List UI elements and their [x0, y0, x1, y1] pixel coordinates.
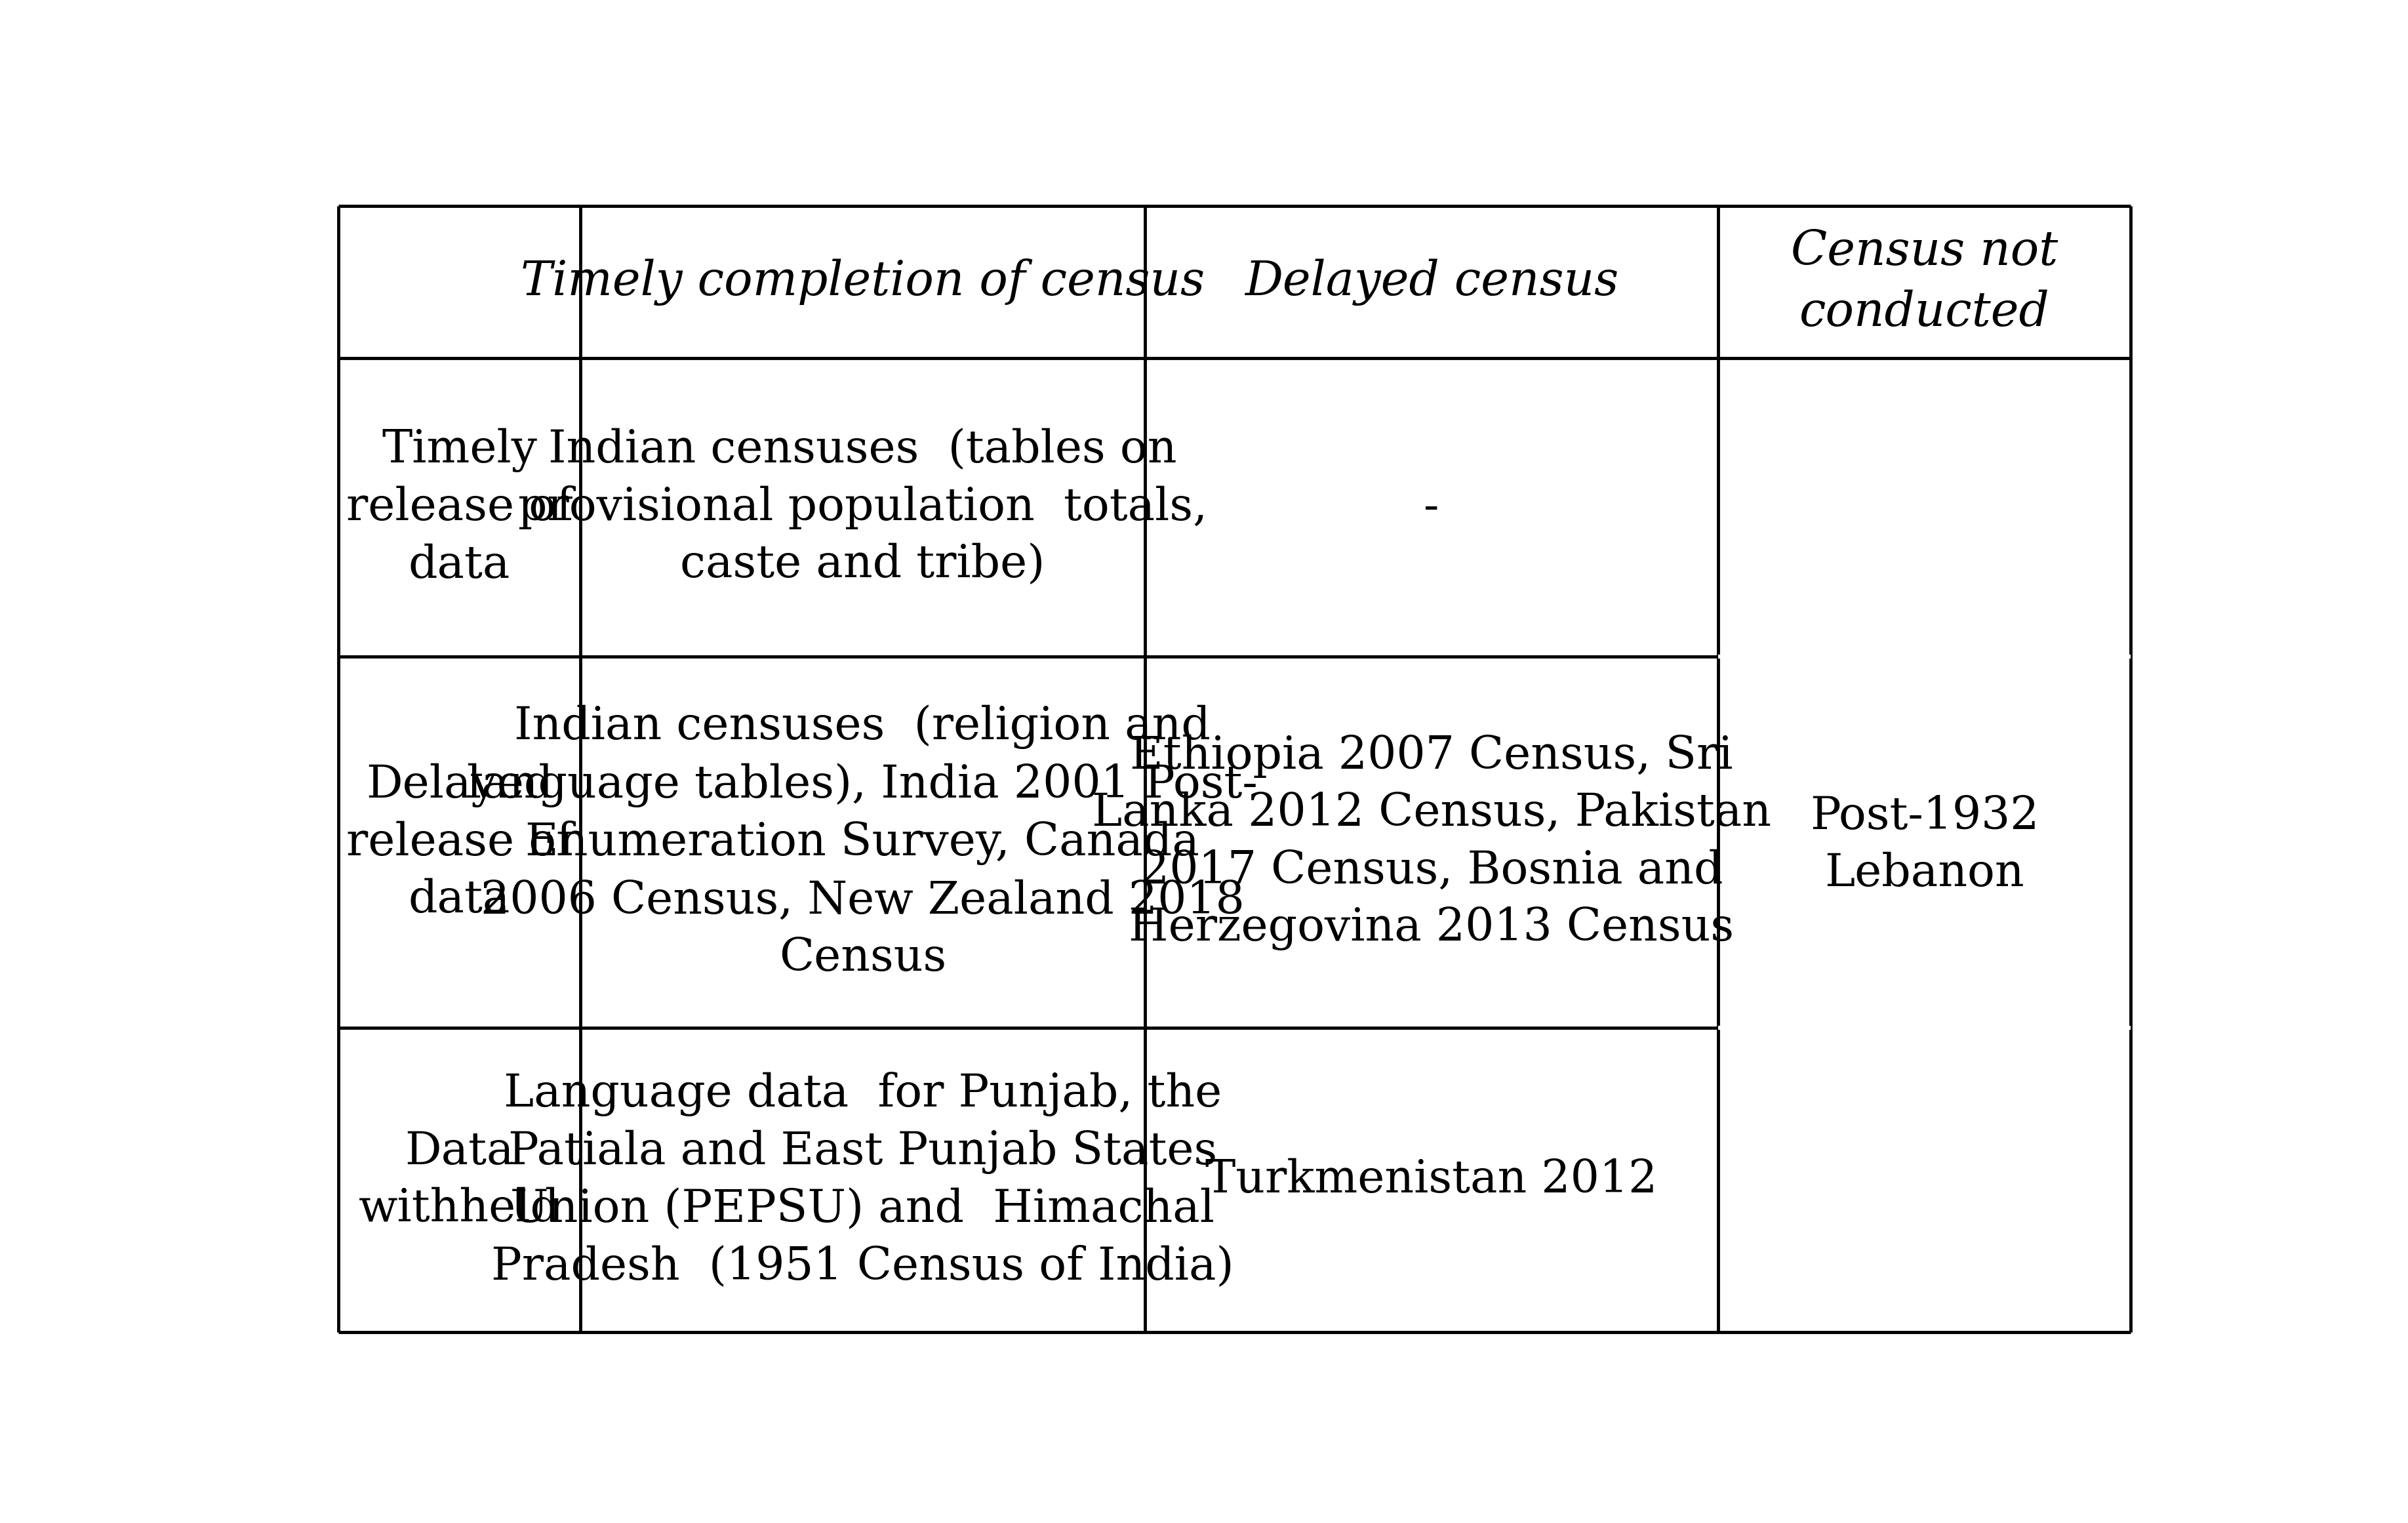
Text: Data
withheld: Data withheld — [359, 1130, 561, 1231]
Text: Turkmenistan 2012: Turkmenistan 2012 — [1204, 1159, 1657, 1202]
Text: Timely completion of census: Timely completion of census — [520, 259, 1204, 306]
Text: Delayed
release of
data: Delayed release of data — [347, 763, 573, 921]
Text: Ethiopia 2007 Census, Sri
Lanka 2012 Census, Pakistan
2017 Census, Bosnia and
He: Ethiopia 2007 Census, Sri Lanka 2012 Cen… — [1091, 734, 1770, 950]
Text: -: - — [1423, 486, 1440, 528]
Text: Delayed census: Delayed census — [1245, 259, 1618, 306]
Text: Indian censuses  (tables on
provisional population  totals,
caste and tribe): Indian censuses (tables on provisional p… — [518, 428, 1206, 586]
Text: Post-1932
Lebanon: Post-1932 Lebanon — [1808, 795, 2040, 896]
Text: Census not
conducted: Census not conducted — [1792, 228, 2056, 335]
Text: Language data  for Punjab, the
Patiala and East Punjab States
Union (PEPSU) and : Language data for Punjab, the Patiala an… — [491, 1072, 1233, 1288]
Text: Timely
release of
data: Timely release of data — [347, 428, 573, 586]
Text: Indian censuses  (religion and
language tables), India 2001 Post-
Enumeration Su: Indian censuses (religion and language t… — [467, 705, 1257, 979]
